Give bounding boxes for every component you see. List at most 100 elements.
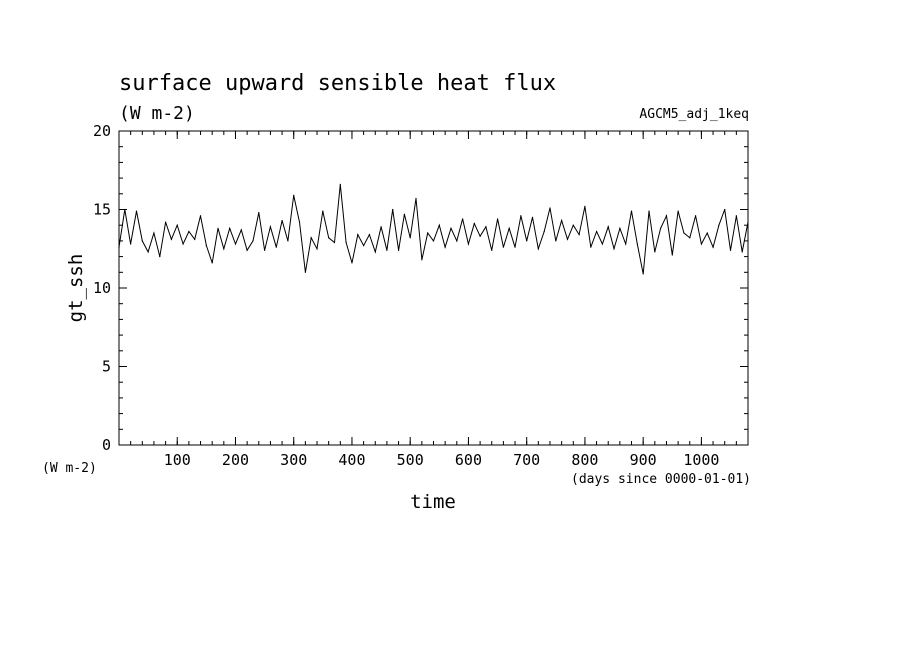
data-point <box>153 232 155 234</box>
data-point <box>747 221 749 223</box>
x-tick-label: 100 <box>164 451 191 469</box>
data-point <box>304 271 306 273</box>
data-point <box>374 251 376 253</box>
data-point <box>223 248 225 250</box>
y-tick-label: 0 <box>102 436 111 454</box>
data-point <box>298 221 301 223</box>
minor-ticks <box>119 131 748 445</box>
data-point <box>333 241 336 244</box>
y-tick-labels: 0 5 10 15 20 <box>93 122 111 454</box>
data-point <box>572 224 574 226</box>
data-point <box>118 246 120 248</box>
data-point <box>718 224 720 226</box>
data-point <box>147 251 149 253</box>
plot-frame <box>118 130 749 446</box>
data-point <box>199 215 202 217</box>
x-tick-label: 800 <box>571 451 598 469</box>
data-point <box>531 216 534 218</box>
data-point <box>281 219 283 222</box>
chart-title: surface upward sensible heat flux <box>119 71 556 96</box>
data-point <box>392 208 394 211</box>
data-point <box>194 238 196 240</box>
x-tick-label: 200 <box>222 451 249 469</box>
data-point <box>316 248 318 250</box>
data-point <box>473 223 475 225</box>
data-point <box>264 249 266 251</box>
y-tick-label: 10 <box>93 279 111 297</box>
series-line <box>118 184 749 274</box>
data-point <box>444 246 446 248</box>
data-point <box>287 240 289 242</box>
data-point <box>380 226 382 228</box>
data-point <box>712 246 714 248</box>
x-tick-label: 400 <box>338 451 365 469</box>
data-point <box>339 183 341 185</box>
data-point <box>677 210 679 212</box>
data-point <box>741 251 743 253</box>
data-point <box>176 224 178 226</box>
data-point <box>526 240 528 242</box>
x-units-label: (days since 0000-01-01) <box>571 472 751 487</box>
data-point <box>229 227 231 229</box>
data-point <box>182 243 184 245</box>
data-point <box>520 215 522 217</box>
data-point <box>636 243 638 245</box>
data-point <box>386 249 388 251</box>
data-point <box>188 230 190 233</box>
data-point <box>514 246 516 248</box>
data-point <box>660 227 662 229</box>
data-point <box>561 219 563 222</box>
data-point <box>467 243 470 245</box>
data-point <box>543 230 545 233</box>
data-points <box>118 183 749 275</box>
data-point <box>427 232 429 234</box>
data-point <box>578 234 580 236</box>
x-tick-label: 700 <box>513 451 540 469</box>
data-point <box>689 237 691 239</box>
data-point <box>293 194 295 196</box>
data-point <box>211 262 213 264</box>
data-point <box>310 237 312 239</box>
data-point <box>508 227 510 229</box>
y-tick-label: 5 <box>102 358 111 376</box>
data-point <box>648 210 650 212</box>
data-point <box>625 243 627 245</box>
data-point <box>130 243 132 245</box>
data-point <box>671 254 673 256</box>
x-tick-label: 1000 <box>683 451 719 469</box>
data-point <box>409 237 411 239</box>
data-point <box>613 248 615 250</box>
x-tick-label: 300 <box>280 451 307 469</box>
x-tick-label: 600 <box>455 451 482 469</box>
data-point <box>735 215 737 217</box>
data-point <box>205 245 207 247</box>
data-point <box>351 262 353 264</box>
data-point <box>415 197 417 200</box>
data-point <box>217 227 219 229</box>
data-point <box>246 249 248 251</box>
data-point <box>479 235 481 237</box>
data-point <box>456 240 458 242</box>
data-point <box>252 240 254 242</box>
experiment-label: AGCM5_adj_1keq <box>639 107 749 122</box>
data-point <box>269 226 272 228</box>
data-point <box>491 249 493 251</box>
data-point <box>403 213 405 215</box>
data-point <box>607 226 609 228</box>
data-point <box>124 208 126 211</box>
x-tick-label: 900 <box>630 451 657 469</box>
data-point <box>549 207 551 209</box>
x-axis-label: time <box>410 491 456 513</box>
data-point <box>630 210 633 212</box>
data-point <box>159 256 161 258</box>
data-point <box>368 234 371 236</box>
data-point <box>170 238 173 240</box>
data-point <box>421 259 423 261</box>
data-point <box>601 243 603 245</box>
data-point <box>234 243 237 245</box>
data-point <box>590 246 592 248</box>
data-point <box>397 249 400 251</box>
data-point <box>485 226 487 228</box>
data-point <box>322 210 324 212</box>
